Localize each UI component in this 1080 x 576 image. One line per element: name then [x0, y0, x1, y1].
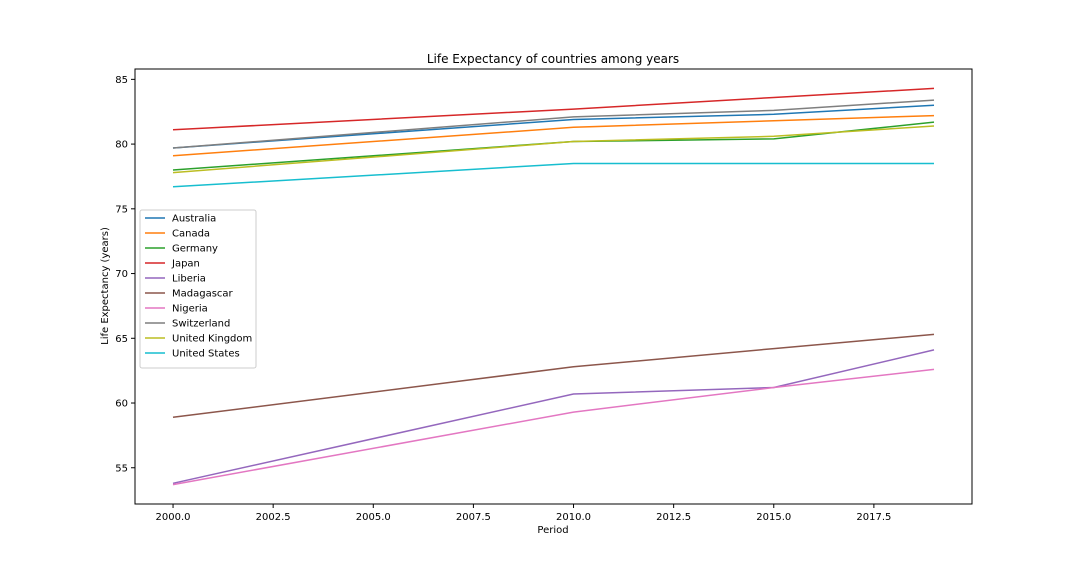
series-line-united-states: [172, 162, 934, 188]
y-tick-label: 85: [115, 75, 128, 86]
legend-box: [139, 209, 257, 369]
x-axis-label: Period: [537, 525, 568, 536]
legend-label: Nigeria: [172, 304, 208, 315]
legend-label: Liberia: [172, 274, 206, 285]
series-line-japan: [172, 87, 935, 131]
series-line-nigeria: [172, 368, 935, 486]
series-line-madagascar: [172, 333, 935, 419]
legend-label: Germany: [172, 244, 218, 255]
legend-label: Canada: [172, 229, 210, 240]
legend-label: Australia: [172, 214, 216, 225]
x-tick-label: 2017.5: [856, 512, 891, 523]
legend-label: Japan: [171, 259, 200, 270]
x-tick-label: 2010.0: [556, 512, 591, 523]
y-tick-label: 80: [115, 140, 128, 151]
x-tick-label: 2005.0: [356, 512, 391, 523]
legend: Australia Canada Germany Japan Liberia Madaga…: [139, 209, 257, 369]
series-lines: [172, 87, 935, 486]
y-tick-label: 70: [115, 269, 128, 280]
y-axis: 55 60 65 70 75 80 85: [115, 75, 135, 474]
x-tick-label: 2002.5: [256, 512, 291, 523]
y-axis-label: Life Expectancy (years): [100, 227, 111, 345]
x-tick-label: 2000.0: [156, 512, 191, 523]
series-line-switzerland: [172, 99, 935, 149]
series-line-australia: [172, 104, 935, 149]
series-line-canada: [172, 114, 935, 157]
y-tick-label: 55: [115, 463, 128, 474]
x-axis: 2000.0 2002.5 2005.0 2007.5 2010.0 2012.5 2015…: [156, 504, 891, 523]
chart-title: Life Expectancy of countries among years: [427, 52, 679, 66]
legend-label: Madagascar: [172, 289, 234, 300]
x-tick-label: 2012.5: [656, 512, 691, 523]
legend-label: United States: [172, 349, 240, 360]
legend-label: United Kingdom: [172, 334, 252, 345]
plot-area: [134, 68, 973, 505]
legend-label: Switzerland: [172, 319, 230, 330]
series-line-liberia: [172, 349, 935, 485]
y-tick-label: 65: [115, 334, 128, 345]
y-tick-label: 60: [115, 399, 128, 410]
x-tick-label: 2015.0: [756, 512, 791, 523]
series-line-united-kingdom: [172, 125, 935, 174]
y-tick-label: 75: [115, 204, 128, 215]
x-tick-label: 2007.5: [456, 512, 491, 523]
